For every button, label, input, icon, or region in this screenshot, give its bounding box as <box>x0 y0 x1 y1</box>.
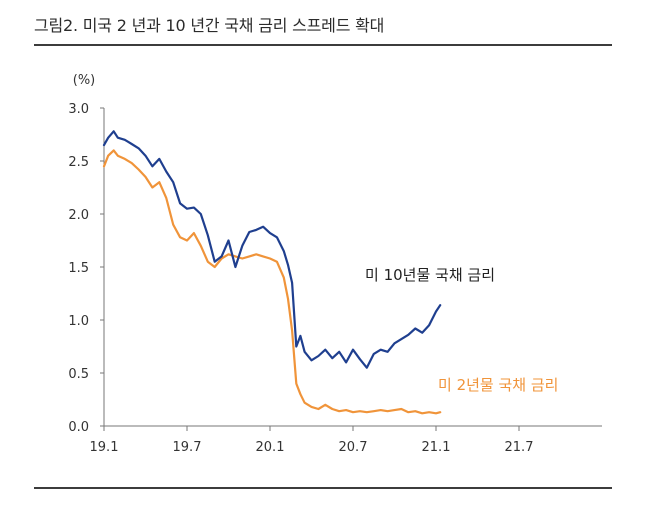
series-line-2y <box>102 149 442 415</box>
series-layer <box>102 130 442 415</box>
y-axis-unit-label: (%) <box>73 73 96 88</box>
x-tick-label: 19.7 <box>173 440 202 455</box>
y-tick-label: 0.0 <box>68 420 89 435</box>
y-tick-label: 1.0 <box>68 314 89 329</box>
figure-title: 그림2. 미국 2 년과 10 년간 국채 금리 스프레드 확대 <box>34 16 385 35</box>
series-label-10y: 미 10년물 국채 금리 <box>365 266 495 284</box>
series-line-10y <box>102 130 442 369</box>
x-tick-label: 21.1 <box>422 440 451 455</box>
x-tick-label: 21.7 <box>505 440 534 455</box>
x-tick-label: 19.1 <box>90 440 119 455</box>
axis-layer <box>100 107 602 431</box>
y-tick-label: 0.5 <box>68 367 89 382</box>
title-divider <box>34 44 612 46</box>
footer-divider <box>34 487 612 489</box>
y-tick-label: 2.5 <box>68 155 89 170</box>
x-tick-label: 20.1 <box>256 440 285 455</box>
y-tick-label: 3.0 <box>68 102 89 117</box>
label-layer: 0.0 0.5 1.0 1.5 2.0 2.5 3.0 (%) 19.1 19.7 20.1 20.7… <box>68 73 558 455</box>
x-tick-label: 20.7 <box>339 440 368 455</box>
y-tick-label: 1.5 <box>68 261 89 276</box>
series-label-2y: 미 2년물 국채 금리 <box>438 376 558 394</box>
y-tick-label: 2.0 <box>68 208 89 223</box>
